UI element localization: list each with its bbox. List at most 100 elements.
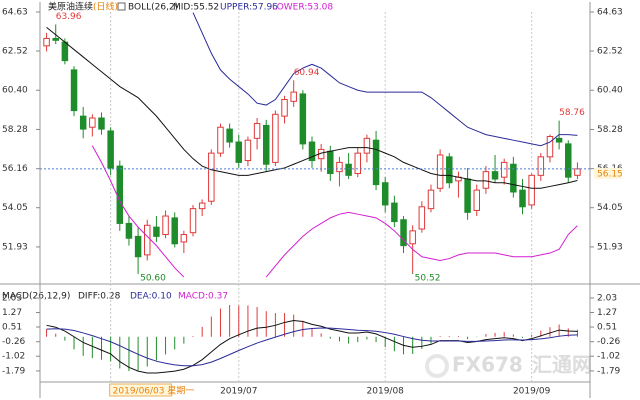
y-tick-label: 2.03 bbox=[2, 294, 22, 304]
candle-body bbox=[162, 215, 169, 236]
candle-body bbox=[70, 69, 78, 112]
candle-body bbox=[226, 128, 233, 143]
y-tick-label: 0.51 bbox=[2, 323, 22, 333]
high-annotation: 63.96 bbox=[56, 12, 82, 22]
y-tick-label: -1.02 bbox=[597, 352, 620, 362]
candle-body bbox=[235, 141, 243, 163]
candle-body bbox=[144, 224, 151, 256]
y-tick-label: 2.03 bbox=[597, 294, 617, 304]
candle-body bbox=[180, 234, 188, 243]
high-annotation: 60.94 bbox=[294, 68, 320, 78]
indicator-line bbox=[46, 26, 578, 189]
low-annotation: 50.60 bbox=[140, 274, 166, 284]
y-tick-label: -0.26 bbox=[2, 337, 26, 347]
candle-body bbox=[565, 143, 572, 178]
candle-body bbox=[98, 117, 105, 130]
candle-body bbox=[61, 41, 69, 62]
candle-body bbox=[253, 123, 261, 139]
indicator: BOLL(26,2) bbox=[128, 3, 178, 13]
candle-body bbox=[79, 115, 87, 130]
candle-body bbox=[171, 217, 178, 245]
candle-body bbox=[363, 137, 371, 154]
high-annotation: 58.76 bbox=[559, 108, 585, 118]
y-tick-label: 54.05 bbox=[597, 203, 623, 213]
macd-value: MACD:0.37 bbox=[178, 292, 228, 302]
candle-body bbox=[262, 124, 270, 165]
candle-body bbox=[391, 202, 398, 223]
candle-body bbox=[464, 178, 471, 213]
candle-body bbox=[381, 182, 389, 206]
candle-body bbox=[491, 171, 499, 180]
candle-body bbox=[308, 141, 316, 162]
boll-upper: UPPER:57.96 bbox=[220, 3, 278, 13]
macd-dea: DEA:0.10 bbox=[130, 292, 172, 302]
y-tick-label: 1.27 bbox=[2, 308, 22, 318]
candle-body bbox=[372, 139, 380, 186]
candle-body bbox=[473, 189, 480, 211]
candle-body bbox=[400, 219, 407, 247]
candle-body bbox=[519, 189, 526, 208]
candle-body bbox=[153, 226, 160, 237]
candle-body bbox=[134, 235, 142, 258]
last-price-box bbox=[594, 167, 622, 179]
indicator-line bbox=[46, 320, 578, 374]
y-tick-label: -1.79 bbox=[2, 366, 26, 376]
boll-lower: LOWER:53.08 bbox=[272, 3, 333, 13]
period: (日线) bbox=[93, 1, 118, 13]
watermark-logo bbox=[425, 354, 449, 378]
candle-body bbox=[500, 161, 508, 178]
y-tick-label: 62.52 bbox=[597, 47, 623, 57]
x-tick-label: 2019/06/03 星期一 bbox=[113, 386, 195, 397]
watermark-brand: FX678 bbox=[452, 353, 523, 377]
candle-body bbox=[299, 93, 307, 145]
candle-body bbox=[436, 154, 444, 189]
candle-body bbox=[107, 130, 114, 169]
y-tick-label: -1.02 bbox=[2, 352, 25, 362]
indicator-icon bbox=[117, 2, 126, 11]
y-tick-label: 54.05 bbox=[2, 203, 28, 213]
candle-body bbox=[537, 156, 545, 176]
instrument: 美原油连续 bbox=[48, 1, 93, 13]
macd-dif: DIFF:0.28 bbox=[78, 292, 121, 302]
indicator-line bbox=[265, 211, 578, 278]
y-tick-label: 62.52 bbox=[2, 47, 28, 57]
candle-body bbox=[354, 152, 362, 174]
candle-body bbox=[336, 161, 343, 173]
candle-body bbox=[528, 174, 535, 206]
candle-body bbox=[574, 168, 581, 176]
candle-body bbox=[281, 98, 288, 117]
y-tick-label: 58.28 bbox=[2, 125, 28, 135]
candle-body bbox=[290, 91, 297, 102]
y-tick-label: 51.93 bbox=[2, 242, 28, 252]
x-tick-label: 2019/07 bbox=[220, 387, 257, 397]
y-tick-label: 64.63 bbox=[2, 8, 28, 18]
low-annotation: 50.52 bbox=[415, 274, 441, 284]
candle-body bbox=[217, 126, 224, 154]
candle-body bbox=[89, 117, 96, 128]
candle-body bbox=[327, 150, 334, 174]
candle-body bbox=[125, 222, 133, 239]
candle-body bbox=[189, 208, 197, 234]
crosshair-date-box bbox=[109, 383, 173, 397]
candle-body bbox=[198, 202, 206, 210]
candle-body bbox=[546, 135, 554, 158]
x-tick-label: 2019/09 bbox=[513, 387, 551, 397]
candle-body bbox=[555, 137, 563, 143]
y-tick-label: -0.26 bbox=[597, 337, 621, 347]
candle-body bbox=[43, 37, 50, 47]
y-tick-label: 56.16 bbox=[2, 164, 28, 174]
y-tick-label: 51.93 bbox=[597, 242, 623, 252]
candle-body bbox=[427, 189, 435, 210]
y-tick-label: 58.28 bbox=[597, 125, 623, 135]
y-tick-label: 1.27 bbox=[597, 308, 617, 318]
y-tick-label: 0.51 bbox=[597, 323, 617, 333]
candle-body bbox=[208, 152, 215, 202]
candle-body bbox=[244, 139, 252, 162]
candle-body bbox=[409, 230, 416, 245]
y-tick-label: 64.63 bbox=[597, 8, 623, 18]
watermark: FX678 汇通网 bbox=[425, 353, 592, 378]
candle-body bbox=[345, 163, 352, 176]
candle-body bbox=[446, 156, 453, 184]
candle-body bbox=[116, 165, 124, 224]
